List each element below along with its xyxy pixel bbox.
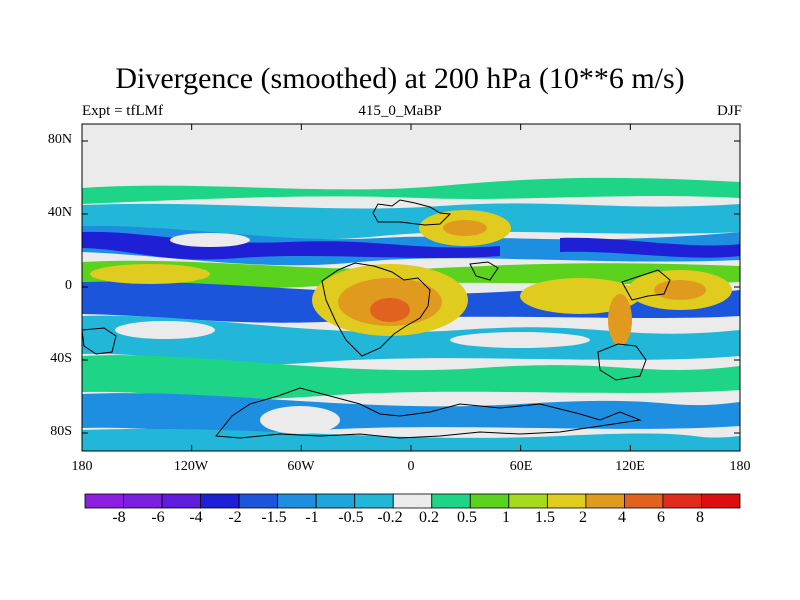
- band-north-light: [82, 203, 740, 240]
- coastline-pacific-islands: [82, 327, 117, 355]
- coastline-europe: [372, 199, 452, 226]
- gap-south-atlantic: [450, 332, 590, 348]
- gap-antarctic: [260, 406, 340, 434]
- center-eurasia-orange: [443, 220, 487, 236]
- x-tick-label: 180: [71, 459, 93, 474]
- colorbar-label: -2: [228, 509, 242, 526]
- x-tick-label: 120E: [615, 459, 645, 474]
- center-atlantic-red: [370, 298, 410, 322]
- center-indian-yellow: [520, 278, 640, 314]
- coastlines: [82, 199, 671, 439]
- coastline-arabia: [469, 261, 499, 281]
- y-tick-label: 0: [65, 278, 72, 293]
- case-label: 415_0_MaBP: [358, 103, 442, 119]
- band-south-light: [82, 315, 740, 365]
- coastline-antarctica: [215, 387, 642, 439]
- gap-south-pacific: [115, 321, 215, 339]
- band-north-positive: [82, 177, 740, 204]
- chart-title: Divergence (smoothed) at 200 hPa (10**6 …: [115, 62, 685, 95]
- band-north-core-east: [560, 237, 740, 258]
- field-neutral-gaps: [115, 233, 590, 434]
- colorbar-label: -0.2: [377, 509, 403, 526]
- colorbar-label: -4: [189, 509, 203, 526]
- colorbar-label: -6: [151, 509, 165, 526]
- map-field: [82, 124, 740, 451]
- colorbar-label: -8: [112, 509, 126, 526]
- center-pacific-orange: [654, 280, 706, 300]
- colorbar-label: -1.5: [261, 509, 287, 526]
- coastline-africa: [321, 262, 431, 357]
- y-tick-label: 40N: [47, 205, 72, 220]
- field-positive-centers: [90, 210, 732, 346]
- colorbar-label: -0.5: [338, 509, 364, 526]
- coastline-australia: [597, 343, 647, 381]
- experiment-label: Expt = tfLMf: [82, 103, 163, 119]
- colorbar-label: 0.5: [457, 509, 477, 526]
- y-tick-label: 80S: [50, 424, 72, 439]
- colorbar-label: 1: [502, 509, 510, 526]
- center-spcz-orange: [608, 294, 632, 346]
- colorbar-label: 4: [618, 509, 626, 526]
- axis-ticks: [81, 124, 741, 451]
- colorbar-label: 2: [579, 509, 587, 526]
- band-north-core: [82, 231, 500, 260]
- colorbar-label: 0.2: [419, 509, 439, 526]
- y-tick-label: 40S: [50, 351, 72, 366]
- x-tick-label: 60W: [287, 459, 315, 474]
- y-tick-label: 80N: [47, 132, 72, 147]
- coastline-maritime: [621, 269, 671, 301]
- colorbar-label: 8: [696, 509, 704, 526]
- colorbar-label: 6: [657, 509, 665, 526]
- center-east-pacific-yellow: [90, 264, 210, 284]
- x-tick-label: 120W: [173, 459, 209, 474]
- x-tick-label: 180: [729, 459, 751, 474]
- band-south-negative: [82, 393, 740, 433]
- season-label: DJF: [716, 103, 742, 119]
- colorbar-label: -1: [305, 509, 319, 526]
- field-negative-bands: [82, 177, 740, 451]
- x-tick-label: 0: [407, 459, 415, 474]
- colorbar-label: 1.5: [535, 509, 555, 526]
- gap-north-pacific: [170, 233, 250, 247]
- band-polar-south: [82, 428, 740, 451]
- band-south-positive: [82, 355, 740, 400]
- x-tick-label: 60E: [509, 459, 533, 474]
